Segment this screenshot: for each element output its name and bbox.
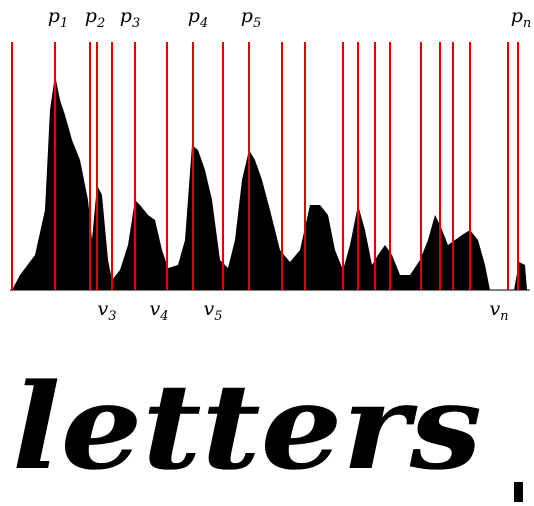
- point-label: vn: [489, 298, 508, 324]
- point-label: v4: [149, 298, 168, 324]
- point-label: v5: [203, 298, 222, 324]
- label-subscript: 4: [199, 16, 208, 31]
- label-base: p: [48, 5, 60, 27]
- label-subscript: 3: [132, 16, 140, 31]
- point-label: p3: [120, 5, 140, 31]
- label-base: v: [489, 298, 500, 320]
- label-subscript: 1: [60, 16, 68, 31]
- label-base: p: [511, 5, 523, 27]
- label-base: p: [120, 5, 132, 27]
- point-label: pn: [511, 5, 532, 31]
- label-base: p: [241, 5, 253, 27]
- handwritten-word: letters: [12, 357, 482, 496]
- projection-profile-tail: [514, 262, 527, 290]
- point-label: v3: [97, 298, 116, 324]
- point-label: p5: [241, 5, 261, 31]
- label-subscript: 5: [214, 309, 222, 324]
- figure: p1p2p3p4p5pnv3v4v5vn letters: [0, 0, 534, 506]
- label-base: p: [188, 5, 200, 27]
- point-label: p2: [85, 5, 105, 31]
- label-subscript: n: [523, 16, 531, 31]
- projection-profile: [12, 75, 490, 290]
- label-base: v: [203, 298, 214, 320]
- label-base: p: [85, 5, 97, 27]
- point-label: p1: [48, 5, 68, 31]
- ink-fragment: [514, 482, 523, 502]
- label-subscript: 3: [108, 309, 116, 324]
- label-subscript: n: [500, 309, 508, 324]
- label-subscript: 5: [253, 16, 261, 31]
- label-subscript: 4: [159, 309, 168, 324]
- label-base: v: [149, 298, 160, 320]
- label-base: v: [97, 298, 108, 320]
- label-subscript: 2: [96, 16, 105, 31]
- point-label: p4: [188, 5, 208, 31]
